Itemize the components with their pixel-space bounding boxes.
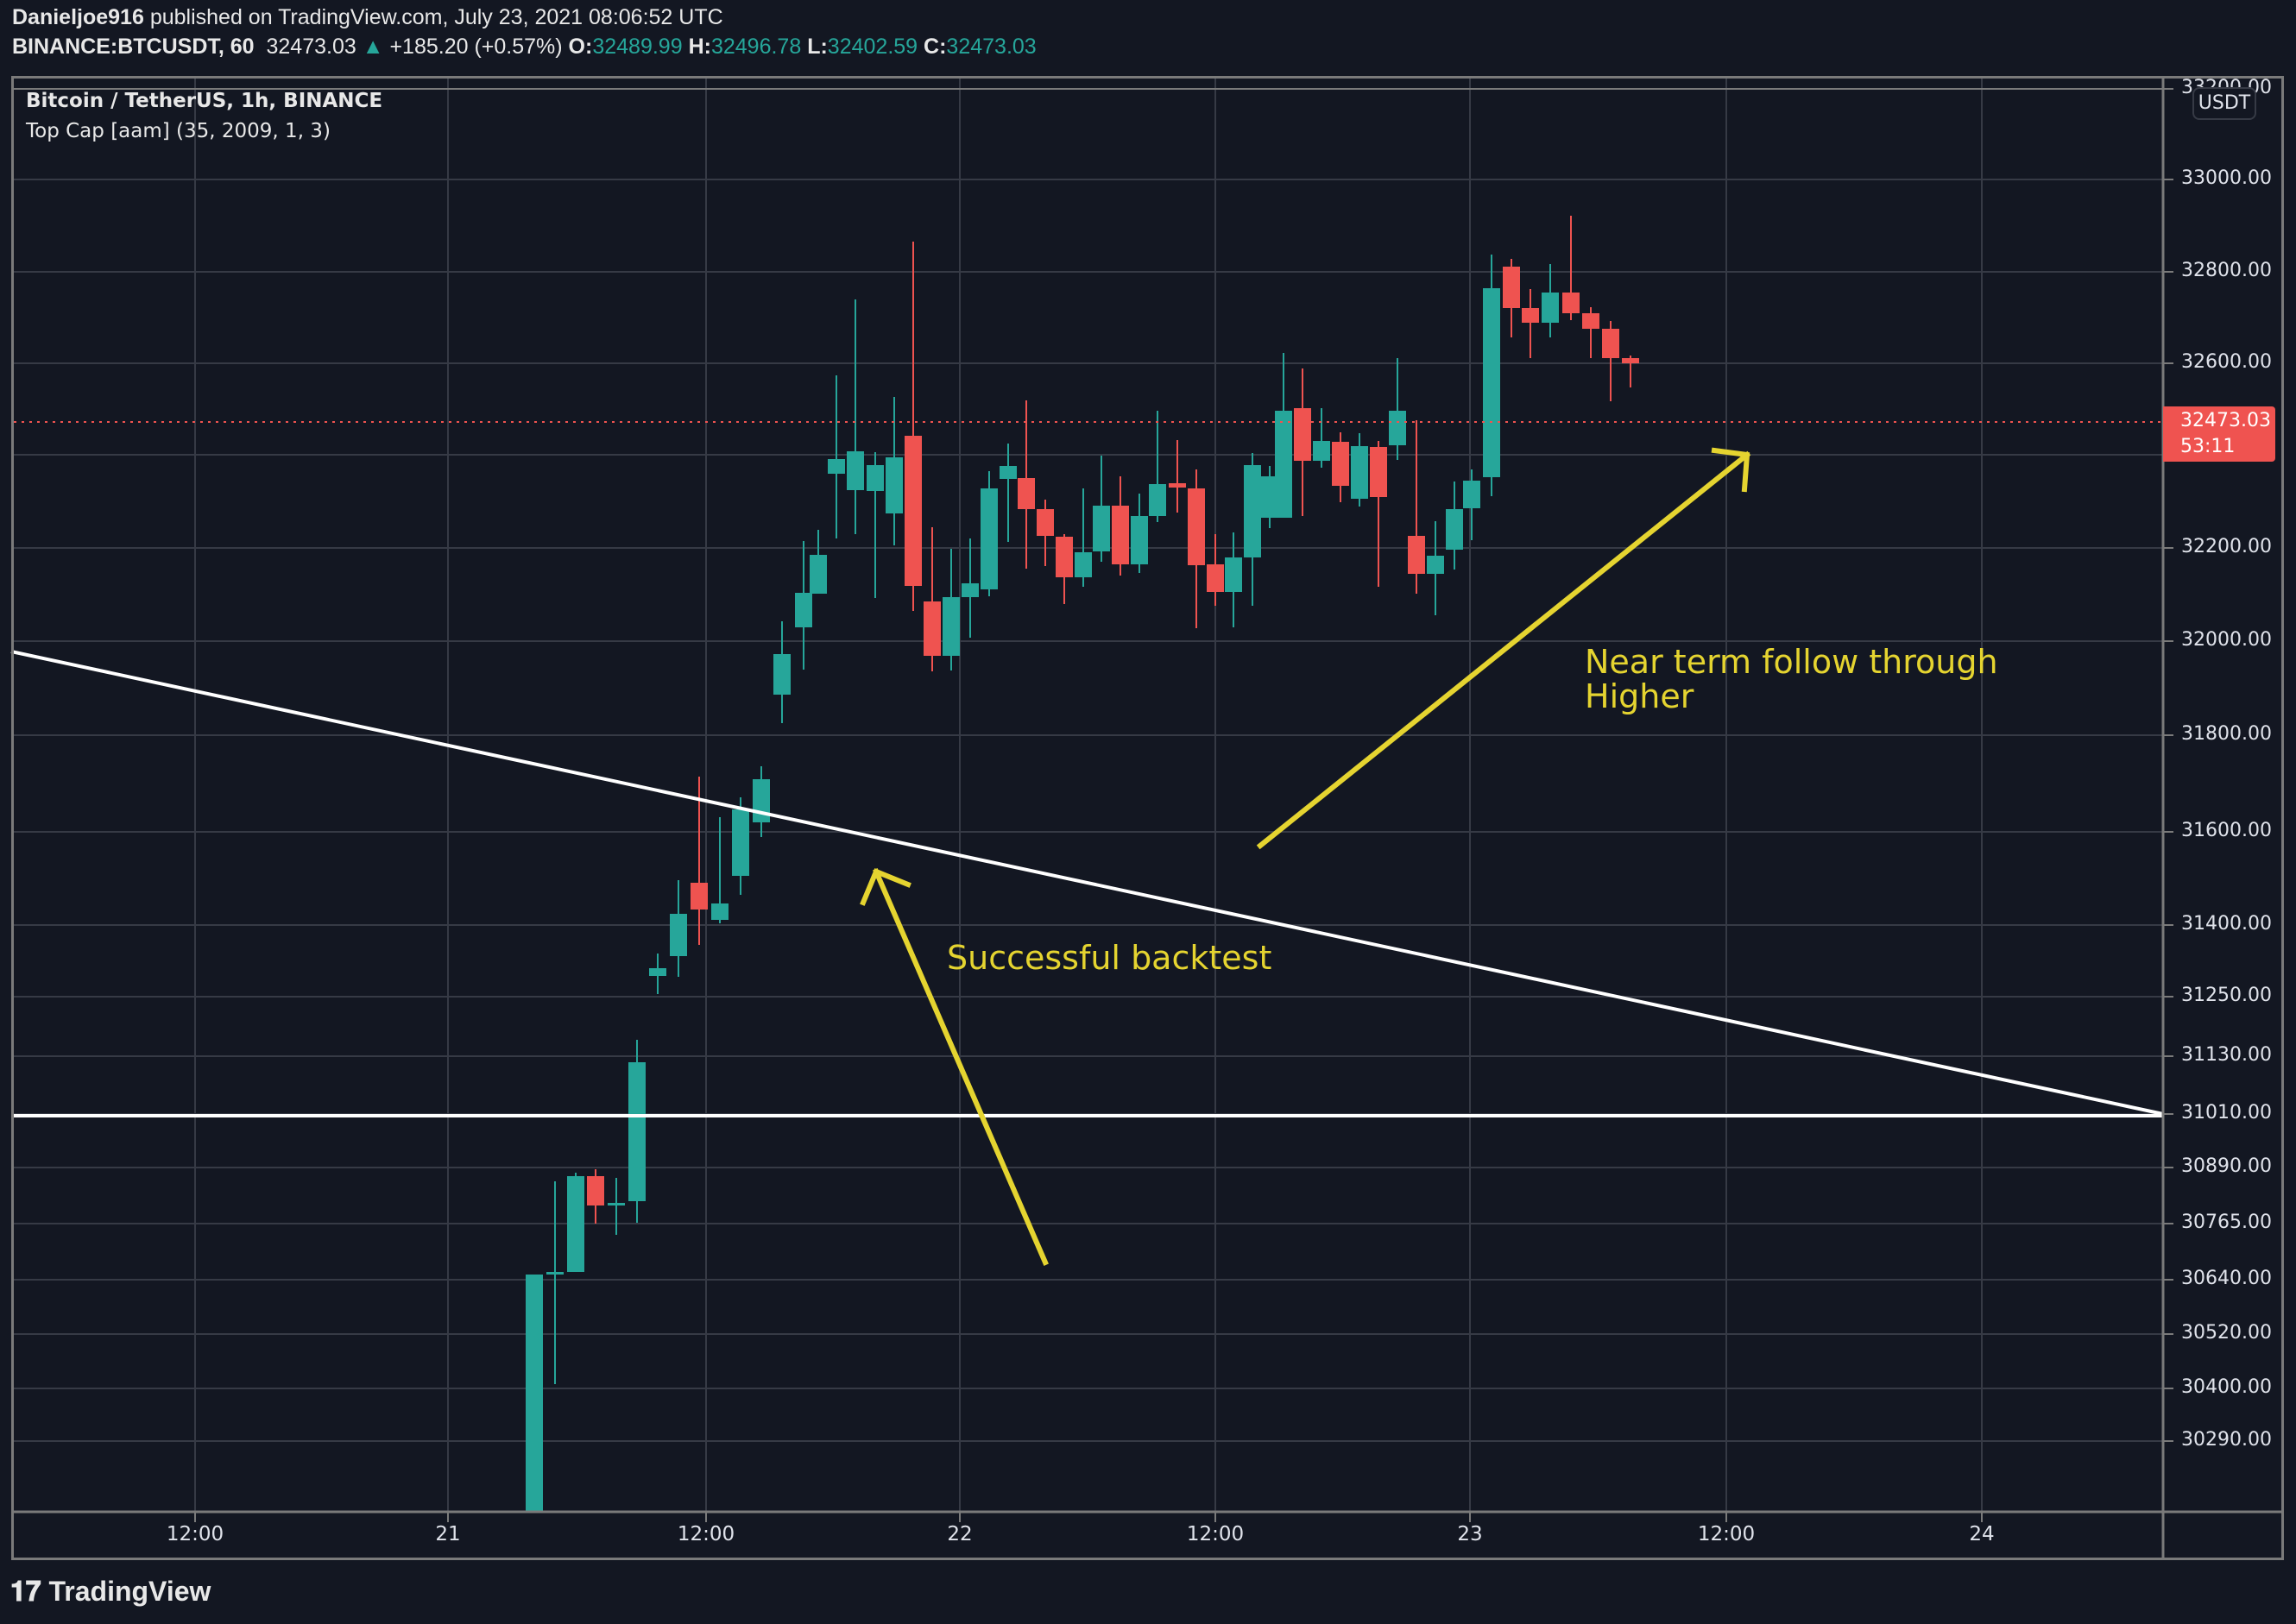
author-name: Danieljoe916 xyxy=(12,5,144,29)
brand-name: TradingView xyxy=(48,1576,211,1607)
price-change: +185.20 (+0.57%) xyxy=(389,35,563,59)
price-tick-label: 32600.00 xyxy=(2181,351,2272,373)
price-tick-label: 30640.00 xyxy=(2181,1268,2272,1289)
axis-ticks xyxy=(11,76,2284,1560)
price-tick-label: 33000.00 xyxy=(2181,167,2272,189)
close-value: 32473.03 xyxy=(946,35,1037,59)
time-tick-label: 24 xyxy=(1969,1523,1995,1545)
high-value: 32496.78 xyxy=(710,35,802,59)
time-tick-label: 12:00 xyxy=(1697,1523,1756,1545)
backtest-annotation[interactable]: Successful backtest xyxy=(947,939,1272,977)
time-tick-label: 12:00 xyxy=(166,1523,224,1545)
low-label: L: xyxy=(807,35,828,59)
time-tick-label: 12:00 xyxy=(677,1523,735,1545)
follow-through-line1: Near term follow through xyxy=(1585,643,1998,681)
open-label: O: xyxy=(568,35,593,59)
symbol: BINANCE:BTCUSDT, 60 xyxy=(12,35,255,59)
bar-countdown: 53:11 xyxy=(2180,436,2236,457)
currency-button[interactable]: USDT xyxy=(2192,87,2256,120)
price-tick-label: 32000.00 xyxy=(2181,629,2272,651)
publish-info: Danieljoe916 published on TradingView.co… xyxy=(12,5,723,30)
price-tick-label: 31800.00 xyxy=(2181,723,2272,745)
price-tick-label: 31010.00 xyxy=(2181,1102,2272,1124)
follow-through-arrow[interactable] xyxy=(1256,447,1751,850)
indicator-legend[interactable]: Top Cap [aam] (35, 2009, 1, 3) xyxy=(26,120,331,142)
follow-through-annotation[interactable]: Near term follow through Higher xyxy=(1585,645,1998,714)
time-tick-label: 22 xyxy=(947,1523,973,1545)
tv-logo-icon: 𝟏𝟕 xyxy=(10,1576,49,1607)
price-tick-label: 31400.00 xyxy=(2181,913,2272,935)
last-price: 32473.03 xyxy=(266,35,356,59)
backtest-arrow[interactable] xyxy=(860,868,1049,1266)
last-price-label: 32473.03 xyxy=(2180,410,2271,431)
price-tick-label: 30290.00 xyxy=(2181,1429,2272,1451)
price-tick-label: 32800.00 xyxy=(2181,260,2272,281)
descending-trendline[interactable] xyxy=(10,650,2164,1116)
high-label: H: xyxy=(688,35,711,59)
published-text: published on TradingView.com, July 23, 2… xyxy=(149,5,723,29)
time-tick-label: 12:00 xyxy=(1186,1523,1245,1545)
open-value: 32489.99 xyxy=(592,35,683,59)
price-tick-label: 32200.00 xyxy=(2181,536,2272,557)
follow-through-line2: Higher xyxy=(1585,677,1694,715)
time-tick-label: 23 xyxy=(1457,1523,1483,1545)
chart-frame xyxy=(11,76,2284,1560)
last-price-marker: 32473.03 53:11 xyxy=(2163,406,2275,462)
change-up-icon: ▲ xyxy=(362,35,384,59)
symbol-ohlc-bar: BINANCE:BTCUSDT, 60 32473.03 ▲ +185.20 (… xyxy=(12,35,1037,60)
price-tick-label: 31600.00 xyxy=(2181,820,2272,841)
chart-legend-title: Bitcoin / TetherUS, 1h, BINANCE xyxy=(26,90,383,112)
time-tick-label: 21 xyxy=(435,1523,461,1545)
candles xyxy=(526,216,1639,1512)
price-tick-label: 30520.00 xyxy=(2181,1322,2272,1344)
price-tick-label: 31130.00 xyxy=(2181,1044,2272,1066)
price-tick-label: 30400.00 xyxy=(2181,1376,2272,1398)
price-tick-label: 30765.00 xyxy=(2181,1212,2272,1233)
price-tick-label: 30890.00 xyxy=(2181,1155,2272,1177)
tradingview-logo[interactable]: 𝟏𝟕 TradingView xyxy=(10,1576,211,1608)
low-value: 32402.59 xyxy=(827,35,918,59)
close-label: C: xyxy=(924,35,947,59)
price-tick-label: 31250.00 xyxy=(2181,985,2272,1006)
